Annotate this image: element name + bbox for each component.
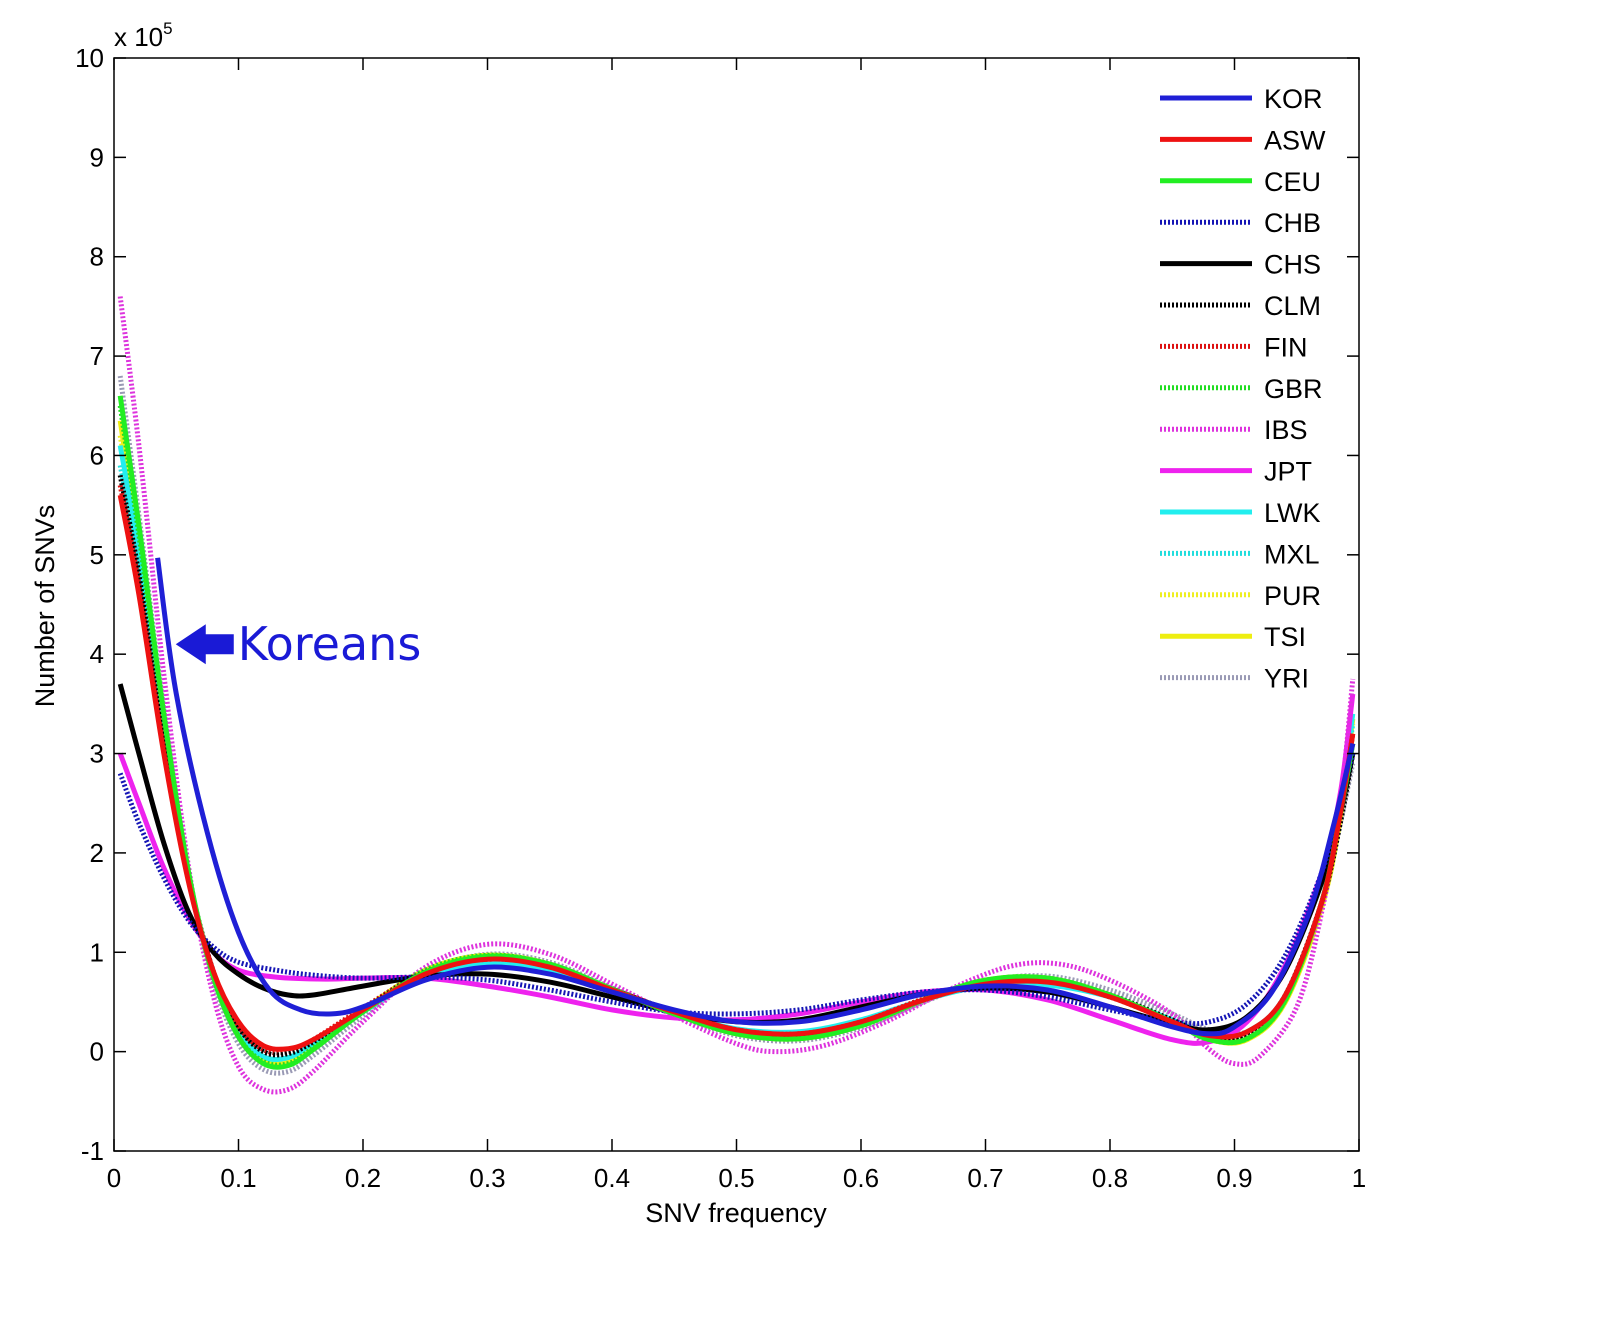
series-line-chb xyxy=(117,752,1356,1027)
x-tick-label: 0.6 xyxy=(843,1163,879,1193)
x-tick-label: 0.1 xyxy=(220,1163,256,1193)
legend-label: TSI xyxy=(1264,622,1306,652)
legend: KOR ASW CEU CHB CHS CLM FIN GBR IBS JPT LWK MXL PUR T… xyxy=(1160,84,1326,694)
legend-label: CEU xyxy=(1264,167,1321,197)
legend-entry-yri: YRI xyxy=(1160,664,1309,694)
legend-label: YRI xyxy=(1264,664,1309,694)
legend-label: CHB xyxy=(1264,208,1321,238)
legend-label: ASW xyxy=(1264,125,1326,155)
legend-entry-lwk: LWK xyxy=(1160,498,1321,528)
series-line-kor xyxy=(155,557,1356,1037)
y-axis-label: Number of SNVs xyxy=(30,505,60,708)
legend-entry-clm: CLM xyxy=(1160,291,1321,321)
koreans-annotation: Koreans xyxy=(175,617,422,671)
legend-label: KOR xyxy=(1264,84,1323,114)
legend-entry-asw: ASW xyxy=(1160,125,1326,155)
y-tick-label: 0 xyxy=(90,1037,104,1067)
legend-label: GBR xyxy=(1264,374,1323,404)
x-tick-label: 0.2 xyxy=(345,1163,381,1193)
y-tick-label: -1 xyxy=(81,1136,104,1166)
legend-entry-chb: CHB xyxy=(1160,208,1321,238)
legend-label: LWK xyxy=(1264,498,1321,528)
legend-entry-mxl: MXL xyxy=(1160,539,1320,569)
tick-layer: 0 0.1 0.2 0.3 0.4 0.5 0.6 0.7 0.8 0.9 1-1012345678… xyxy=(75,43,1366,1193)
legend-label: IBS xyxy=(1264,415,1308,445)
annotation-arrow-icon xyxy=(175,624,234,665)
y-tick-label: 3 xyxy=(90,739,104,769)
legend-label: FIN xyxy=(1264,332,1308,362)
y-multiplier: x 105 xyxy=(114,19,173,52)
legend-label: CLM xyxy=(1264,291,1321,321)
y-tick-label: 8 xyxy=(90,242,104,272)
legend-entry-fin: FIN xyxy=(1160,332,1308,362)
y-tick-label: 10 xyxy=(75,43,104,73)
legend-label: PUR xyxy=(1264,581,1321,611)
series-layer xyxy=(117,296,1356,1095)
legend-entry-tsi: TSI xyxy=(1160,622,1306,652)
x-axis-label: SNV frequency xyxy=(645,1198,827,1228)
legend-entry-ceu: CEU xyxy=(1160,167,1321,197)
legend-label: JPT xyxy=(1264,457,1312,487)
legend-entry-chs: CHS xyxy=(1160,250,1321,280)
y-tick-label: 4 xyxy=(90,639,104,669)
legend-entry-jpt: JPT xyxy=(1160,457,1312,487)
series-line-ibs xyxy=(117,296,1356,1095)
legend-entry-ibs: IBS xyxy=(1160,415,1308,445)
x-tick-label: 0.5 xyxy=(718,1163,754,1193)
y-tick-label: 5 xyxy=(90,540,104,570)
y-tick-label: 9 xyxy=(90,142,104,172)
y-tick-label: 1 xyxy=(90,937,104,967)
plot-background xyxy=(114,58,1359,1151)
y-tick-label: 7 xyxy=(90,341,104,371)
legend-entry-gbr: GBR xyxy=(1160,374,1323,404)
annotation-label: Koreans xyxy=(238,617,422,671)
y-tick-label: 2 xyxy=(90,838,104,868)
x-tick-label: 0.3 xyxy=(469,1163,505,1193)
x-tick-label: 0.9 xyxy=(1216,1163,1252,1193)
x-tick-label: 1 xyxy=(1352,1163,1366,1193)
legend-label: CHS xyxy=(1264,250,1321,280)
legend-entry-kor: KOR xyxy=(1160,84,1323,114)
x-tick-label: 0.4 xyxy=(594,1163,630,1193)
x-tick-label: 0.7 xyxy=(967,1163,1003,1193)
legend-label: MXL xyxy=(1264,539,1320,569)
x-tick-label: 0.8 xyxy=(1092,1163,1128,1193)
x-tick-label: 0 xyxy=(107,1163,121,1193)
legend-entry-pur: PUR xyxy=(1160,581,1321,611)
y-tick-label: 6 xyxy=(90,440,104,470)
